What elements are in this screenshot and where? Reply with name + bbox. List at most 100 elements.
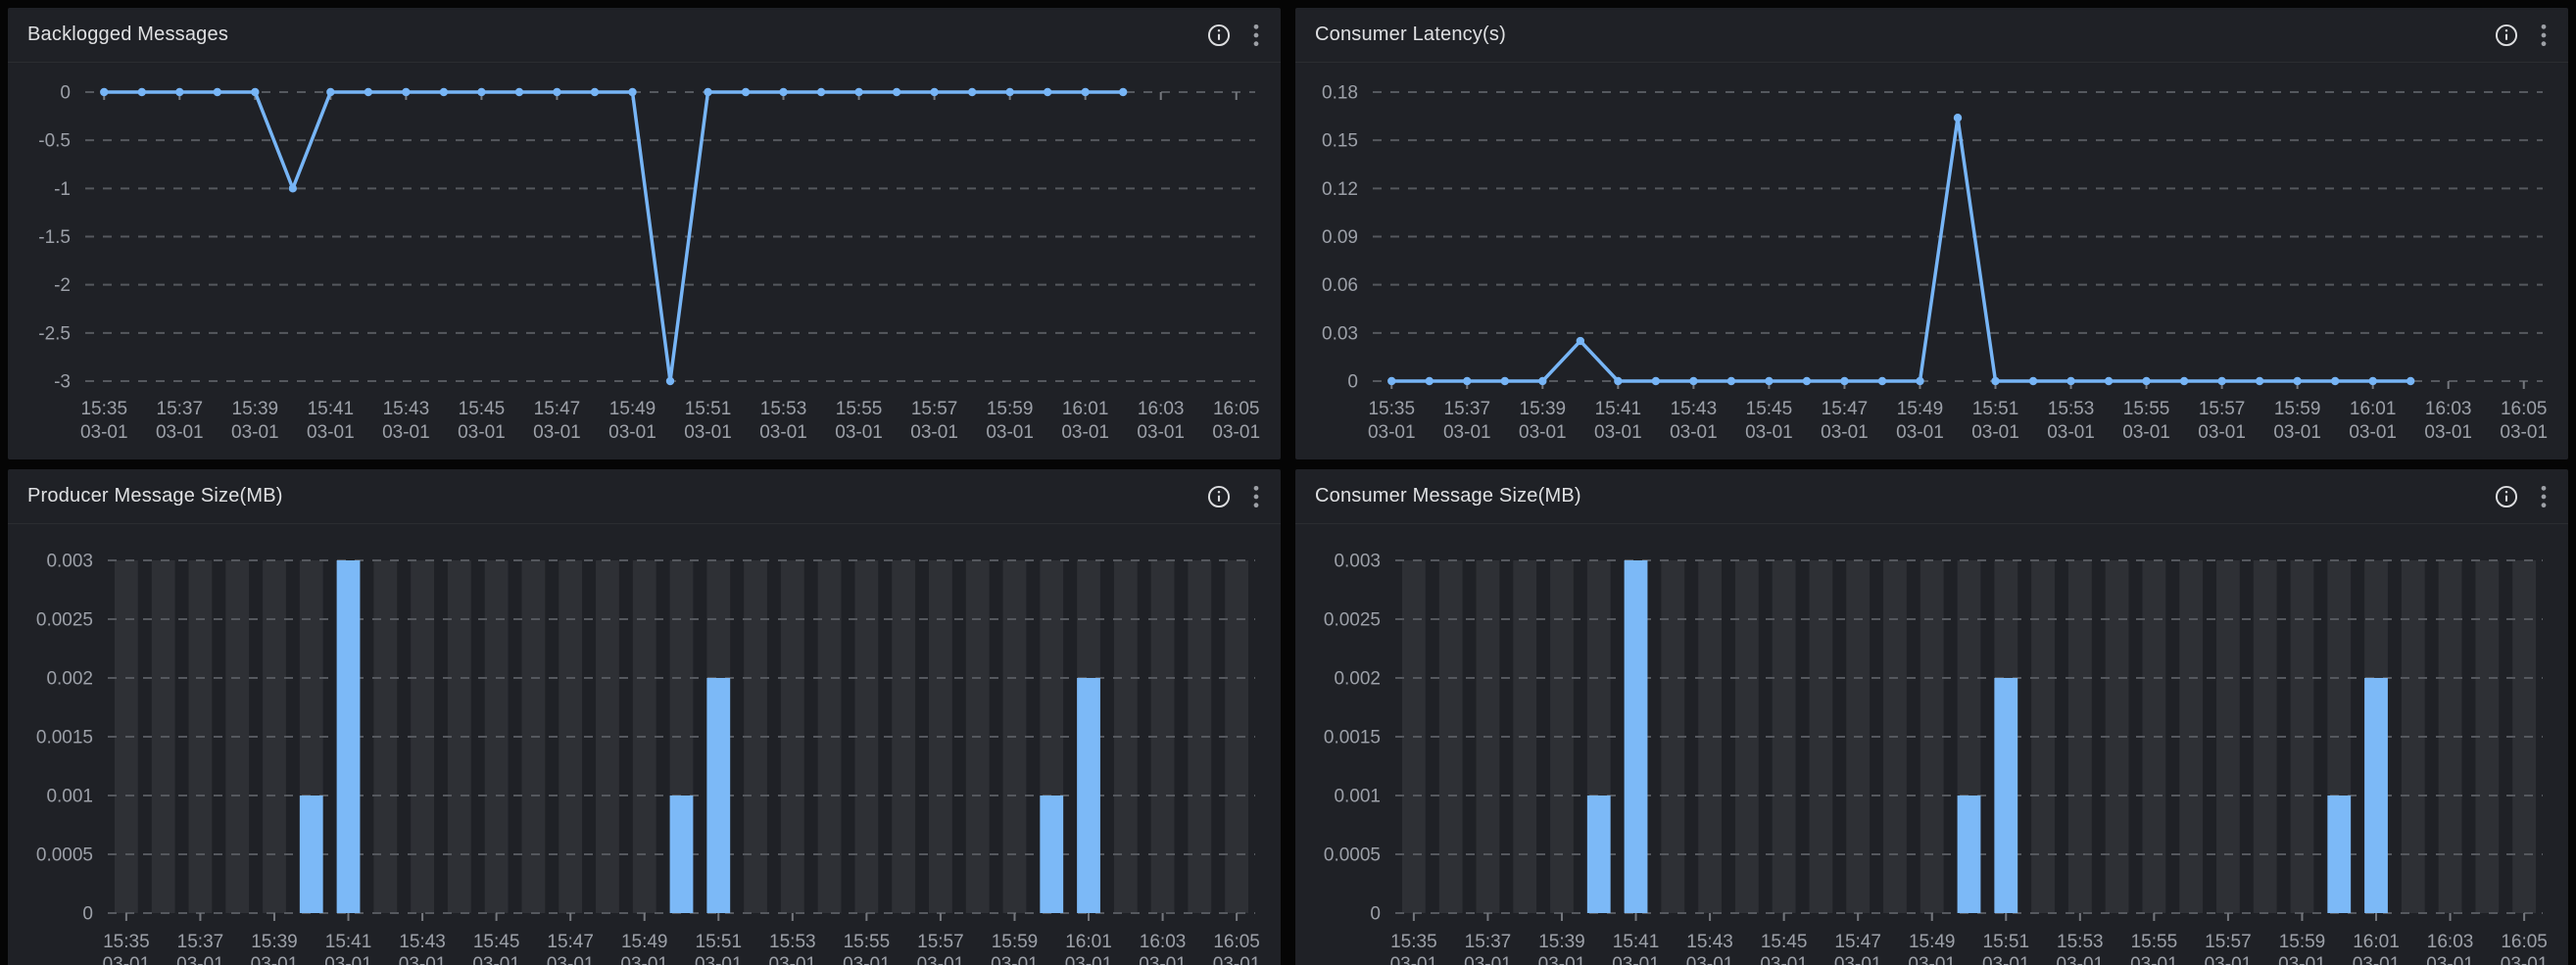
consumer-latency-chart[interactable]: 0.18 0.15 0.12 0.09 0.06 0.03 0 15:35 03-01 15:37… <box>1295 63 2568 459</box>
svg-text:15:37: 15:37 <box>177 932 224 952</box>
svg-text:16:05: 16:05 <box>2501 399 2548 419</box>
svg-text:15:43: 15:43 <box>1671 399 1718 419</box>
svg-text:15:41: 15:41 <box>325 932 372 952</box>
info-icon[interactable] <box>1204 482 1234 511</box>
svg-text:15:55: 15:55 <box>844 932 891 952</box>
svg-text:03-01: 03-01 <box>843 954 891 965</box>
info-icon[interactable] <box>2492 21 2521 50</box>
svg-text:0.001: 0.001 <box>1334 787 1381 807</box>
svg-text:0.09: 0.09 <box>1322 227 1358 248</box>
svg-text:03-01: 03-01 <box>1612 954 1660 965</box>
svg-text:15:59: 15:59 <box>2274 399 2321 419</box>
svg-text:03-01: 03-01 <box>1065 954 1113 965</box>
svg-text:03-01: 03-01 <box>2198 422 2246 443</box>
svg-text:15:41: 15:41 <box>1613 932 1660 952</box>
panel-header: Consumer Message Size(MB) <box>1295 469 2568 524</box>
svg-text:15:51: 15:51 <box>1972 399 2019 419</box>
svg-text:0.0005: 0.0005 <box>1324 845 1381 866</box>
svg-text:15:39: 15:39 <box>1520 399 1567 419</box>
svg-text:03-01: 03-01 <box>1519 422 1567 443</box>
svg-text:15:35: 15:35 <box>80 399 127 419</box>
info-icon[interactable] <box>2492 482 2521 511</box>
svg-text:03-01: 03-01 <box>1213 954 1261 965</box>
panel-header: Producer Message Size(MB) <box>8 469 1281 524</box>
producer-message-size-chart[interactable]: 0.003 0.0025 0.002 0.0015 0.001 0.0005 0 15:35 0… <box>8 524 1281 965</box>
backlogged-messages-chart[interactable]: 0 -0.5 -1 -1.5 -2 -2.5 -3 15:35 03-01 15:37 03-01 1… <box>8 63 1281 459</box>
svg-text:15:43: 15:43 <box>399 932 446 952</box>
svg-text:15:41: 15:41 <box>1595 399 1642 419</box>
consumer-message-size-chart[interactable]: 0.003 0.0025 0.002 0.0015 0.001 0.0005 0 15:35 0… <box>1295 524 2568 965</box>
svg-text:15:37: 15:37 <box>1465 932 1512 952</box>
svg-text:0.12: 0.12 <box>1322 179 1358 200</box>
panel-body: 0.003 0.0025 0.002 0.0015 0.001 0.0005 0 15:35 0… <box>1295 524 2568 965</box>
svg-text:15:45: 15:45 <box>459 399 506 419</box>
svg-text:03-01: 03-01 <box>103 954 151 965</box>
svg-text:0.0005: 0.0005 <box>36 845 93 866</box>
panel-header: Consumer Latency(s) <box>1295 8 2568 63</box>
panel-consumer-latency: Consumer Latency(s) 0.18 0.15 0.12 0.09 0.06… <box>1295 8 2568 459</box>
svg-text:03-01: 03-01 <box>1137 422 1185 443</box>
svg-text:0.0025: 0.0025 <box>1324 610 1381 631</box>
svg-text:15:37: 15:37 <box>1444 399 1491 419</box>
svg-text:15:35: 15:35 <box>1390 932 1437 952</box>
svg-text:15:43: 15:43 <box>383 399 430 419</box>
panel-actions <box>2492 21 2554 50</box>
svg-text:03-01: 03-01 <box>835 422 883 443</box>
kebab-menu-icon[interactable] <box>2533 21 2554 50</box>
svg-text:15:49: 15:49 <box>1909 932 1956 952</box>
svg-text:0.15: 0.15 <box>1322 131 1358 152</box>
svg-text:15:47: 15:47 <box>534 399 581 419</box>
svg-text:0.002: 0.002 <box>46 669 93 690</box>
kebab-menu-icon[interactable] <box>1245 21 1267 50</box>
svg-text:0: 0 <box>60 83 71 104</box>
svg-text:15:49: 15:49 <box>609 399 656 419</box>
svg-text:15:53: 15:53 <box>769 932 816 952</box>
svg-text:03-01: 03-01 <box>2500 422 2548 443</box>
svg-text:-0.5: -0.5 <box>38 131 71 152</box>
svg-text:03-01: 03-01 <box>2130 954 2178 965</box>
svg-text:15:51: 15:51 <box>1983 932 2030 952</box>
svg-text:03-01: 03-01 <box>324 954 372 965</box>
panel-actions <box>1204 482 1267 511</box>
svg-text:0.002: 0.002 <box>1334 669 1381 690</box>
svg-text:03-01: 03-01 <box>1896 422 1944 443</box>
svg-text:15:55: 15:55 <box>2131 932 2178 952</box>
panel-actions <box>2492 482 2554 511</box>
svg-text:16:01: 16:01 <box>2353 932 2400 952</box>
svg-text:03-01: 03-01 <box>769 954 817 965</box>
svg-text:16:03: 16:03 <box>1138 399 1185 419</box>
svg-text:15:51: 15:51 <box>696 932 743 952</box>
svg-text:0.001: 0.001 <box>46 787 93 807</box>
svg-text:03-01: 03-01 <box>2349 422 2397 443</box>
svg-text:15:47: 15:47 <box>547 932 594 952</box>
svg-text:03-01: 03-01 <box>1686 954 1734 965</box>
kebab-menu-icon[interactable] <box>2533 482 2554 511</box>
svg-text:16:01: 16:01 <box>2350 399 2397 419</box>
info-icon[interactable] <box>1204 21 1234 50</box>
svg-text:03-01: 03-01 <box>176 954 224 965</box>
svg-text:15:57: 15:57 <box>911 399 958 419</box>
svg-text:15:51: 15:51 <box>685 399 732 419</box>
panel-header: Backlogged Messages <box>8 8 1281 63</box>
svg-text:03-01: 03-01 <box>2278 954 2326 965</box>
svg-text:16:05: 16:05 <box>2501 932 2548 952</box>
svg-text:03-01: 03-01 <box>1982 954 2030 965</box>
kebab-menu-icon[interactable] <box>1245 482 1267 511</box>
svg-text:15:53: 15:53 <box>2057 932 2104 952</box>
svg-text:-2.5: -2.5 <box>38 323 71 344</box>
svg-text:03-01: 03-01 <box>80 422 128 443</box>
svg-text:15:45: 15:45 <box>473 932 520 952</box>
svg-text:0: 0 <box>82 904 93 925</box>
svg-text:03-01: 03-01 <box>1538 954 1586 965</box>
svg-text:15:35: 15:35 <box>1368 399 1415 419</box>
svg-text:03-01: 03-01 <box>1464 954 1512 965</box>
svg-text:03-01: 03-01 <box>1834 954 1882 965</box>
svg-text:03-01: 03-01 <box>2424 422 2472 443</box>
svg-text:15:57: 15:57 <box>2199 399 2246 419</box>
svg-text:-3: -3 <box>54 372 71 393</box>
svg-text:03-01: 03-01 <box>156 422 204 443</box>
svg-text:15:53: 15:53 <box>2048 399 2095 419</box>
svg-text:15:49: 15:49 <box>621 932 668 952</box>
svg-text:15:59: 15:59 <box>2279 932 2326 952</box>
panel-title: Consumer Latency(s) <box>1315 24 1506 45</box>
